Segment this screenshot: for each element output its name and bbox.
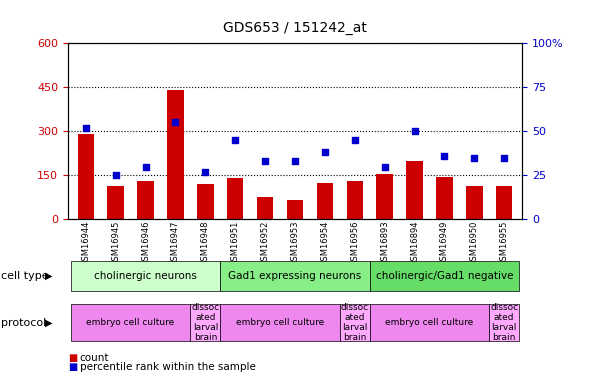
Bar <box>436 177 453 219</box>
Bar <box>407 160 423 219</box>
Text: ▶: ▶ <box>45 318 53 327</box>
Point <box>111 172 120 178</box>
Point <box>231 137 240 143</box>
Point <box>141 164 150 170</box>
Text: ■: ■ <box>68 353 77 363</box>
Bar <box>167 90 183 219</box>
Bar <box>137 181 154 219</box>
Bar <box>376 174 393 219</box>
Text: GDS653 / 151242_at: GDS653 / 151242_at <box>223 21 367 34</box>
Point <box>500 154 509 160</box>
Point <box>380 164 389 170</box>
Bar <box>227 178 244 219</box>
Bar <box>496 186 513 219</box>
Bar <box>287 200 303 219</box>
Text: Gad1 expressing neurons: Gad1 expressing neurons <box>228 271 362 280</box>
Text: protocol: protocol <box>1 318 47 327</box>
Point <box>470 154 479 160</box>
Text: embryo cell culture: embryo cell culture <box>87 318 175 327</box>
Bar <box>317 183 333 219</box>
Text: dissoc
ated
larval
brain: dissoc ated larval brain <box>490 303 518 342</box>
Text: ■: ■ <box>68 362 77 372</box>
Point <box>201 169 210 175</box>
Bar <box>107 186 124 219</box>
Point <box>171 119 180 125</box>
Bar <box>197 184 214 219</box>
Text: cholinergic/Gad1 negative: cholinergic/Gad1 negative <box>376 271 513 280</box>
Text: cholinergic neurons: cholinergic neurons <box>94 271 197 280</box>
Text: dissoc
ated
larval
brain: dissoc ated larval brain <box>340 303 369 342</box>
Bar <box>346 181 363 219</box>
Point <box>440 153 449 159</box>
Text: dissoc
ated
larval
brain: dissoc ated larval brain <box>191 303 219 342</box>
Point <box>350 137 359 143</box>
Text: percentile rank within the sample: percentile rank within the sample <box>80 362 255 372</box>
Point <box>320 149 330 155</box>
Bar <box>257 197 273 219</box>
Bar <box>466 186 483 219</box>
Text: cell type: cell type <box>1 271 49 280</box>
Text: embryo cell culture: embryo cell culture <box>385 318 474 327</box>
Text: count: count <box>80 353 109 363</box>
Text: embryo cell culture: embryo cell culture <box>236 318 324 327</box>
Point <box>290 158 300 164</box>
Text: ▶: ▶ <box>45 271 53 280</box>
Bar <box>77 134 94 219</box>
Point <box>81 125 90 131</box>
Point <box>410 128 419 134</box>
Point <box>260 158 270 164</box>
